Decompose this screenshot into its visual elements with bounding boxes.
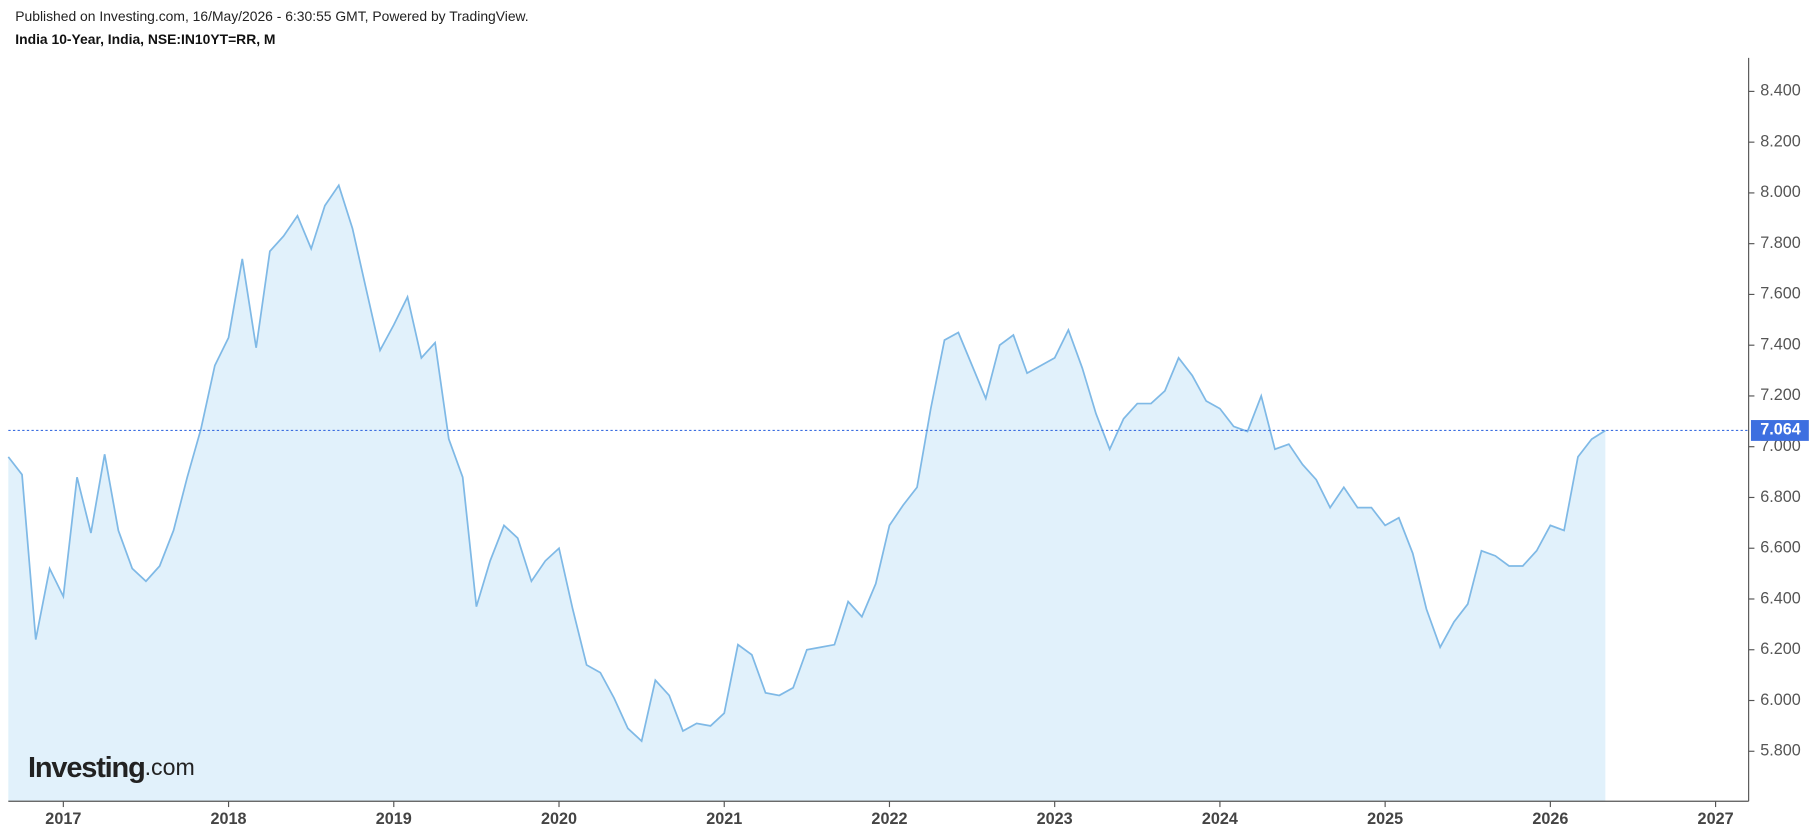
header: Published on Investing.com, 16/May/2026 … [15,8,528,24]
x-tick-label: 2017 [45,810,81,828]
logo: Investing.com [28,751,195,783]
x-tick-label: 2022 [871,810,907,828]
y-tick-label: 6.200 [1760,640,1801,658]
x-tick-label: 2018 [211,810,247,828]
x-tick-label: 2020 [541,810,577,828]
y-tick-label: 7.200 [1760,386,1801,404]
price-label-box [1750,420,1809,441]
x-tick-label: 2019 [376,810,412,828]
y-tick-label: 6.600 [1760,539,1801,557]
x-tick-label: 2027 [1698,810,1734,828]
y-tick-label: 6.800 [1760,488,1801,506]
x-tick-label: 2021 [706,810,742,828]
x-tick-label: 2025 [1367,810,1403,828]
y-tick-label: 7.400 [1760,335,1801,353]
x-tick-label: 2023 [1037,810,1073,828]
area-fill [8,185,1606,802]
x-tick-label: 2024 [1202,810,1238,828]
plot [7,183,1606,802]
y-tick-label: 8.000 [1760,183,1801,201]
y-tick-label: 5.800 [1760,742,1801,760]
chart-title: India 10-Year, India, NSE:IN10YT=RR, M [15,31,275,47]
x-tick-label: 2026 [1532,810,1568,828]
price-label: 7.064 [1760,421,1801,439]
y-tick-label: 7.600 [1760,285,1801,303]
y-tick-label: 8.400 [1760,82,1801,100]
y-tick-label: 7.800 [1760,234,1801,252]
y-tick-label: 6.400 [1760,589,1801,607]
y-tick-label: 8.200 [1760,132,1801,150]
y-tick-label: 7.000 [1760,437,1801,455]
y-tick-label: 6.000 [1760,691,1801,709]
line [7,183,1606,743]
